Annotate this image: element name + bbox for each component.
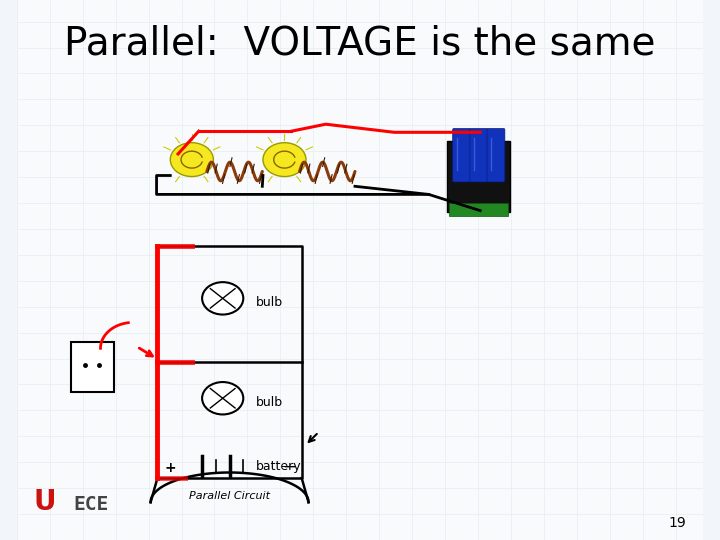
Circle shape	[263, 143, 306, 177]
FancyBboxPatch shape	[487, 129, 505, 182]
Text: battery: battery	[256, 460, 301, 472]
Text: Parallel Circuit: Parallel Circuit	[189, 491, 270, 502]
FancyBboxPatch shape	[453, 129, 471, 182]
Circle shape	[202, 382, 243, 415]
Text: ECE: ECE	[73, 495, 108, 514]
FancyBboxPatch shape	[470, 129, 487, 182]
FancyBboxPatch shape	[71, 342, 114, 392]
Circle shape	[171, 143, 213, 177]
Text: 19: 19	[668, 516, 686, 530]
Text: bulb: bulb	[256, 296, 283, 309]
FancyBboxPatch shape	[447, 141, 510, 212]
Text: Parallel:  VOLTAGE is the same: Parallel: VOLTAGE is the same	[64, 24, 656, 62]
FancyBboxPatch shape	[449, 202, 508, 216]
Circle shape	[202, 282, 243, 314]
Text: +: +	[164, 461, 176, 475]
FancyBboxPatch shape	[17, 0, 703, 540]
Text: −: −	[282, 457, 296, 475]
Text: U: U	[34, 488, 56, 516]
Text: bulb: bulb	[256, 396, 283, 409]
